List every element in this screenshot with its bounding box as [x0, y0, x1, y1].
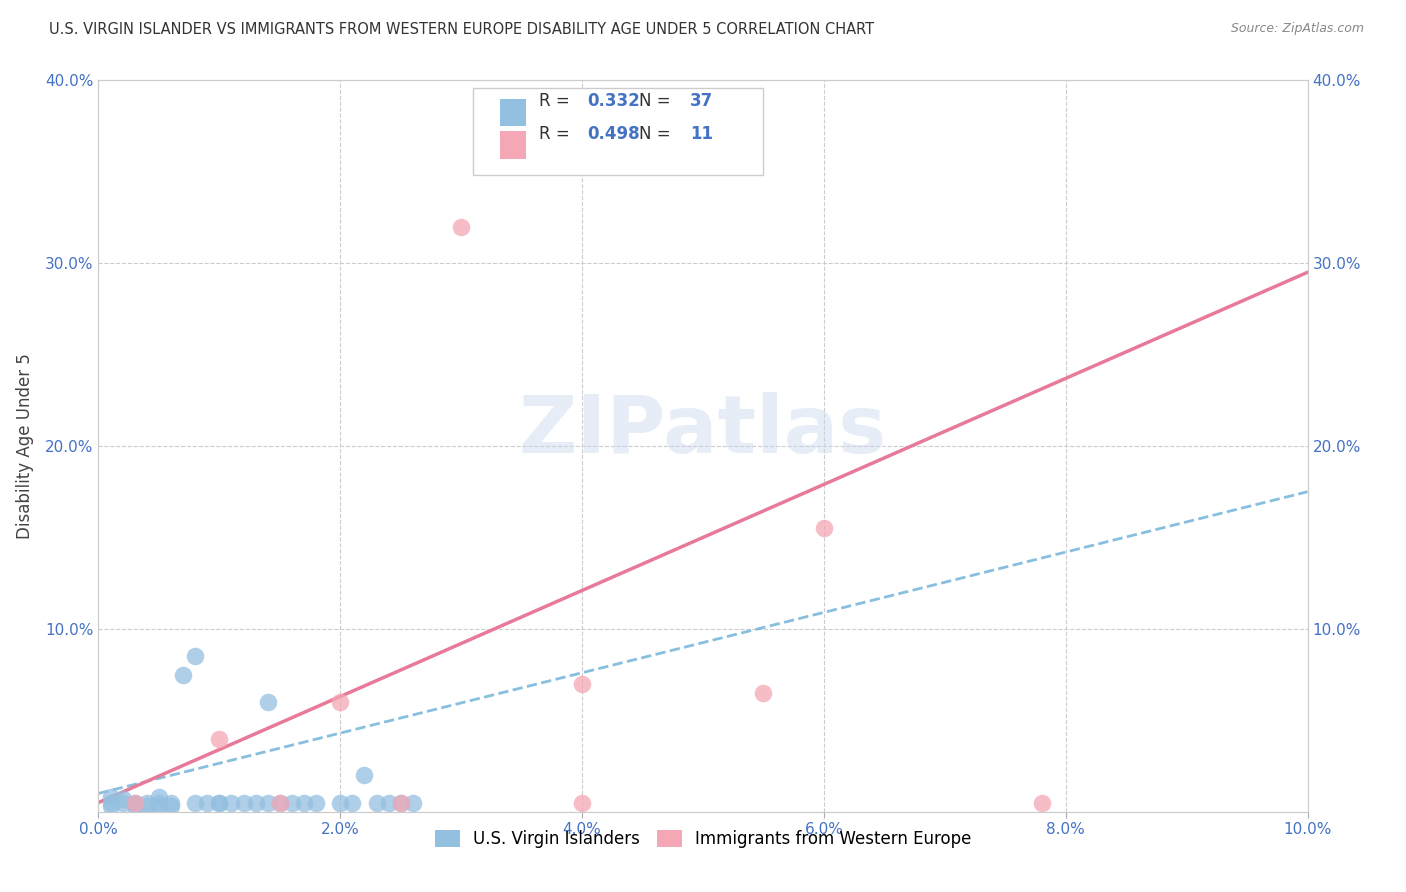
Point: [124, 796, 146, 810]
Text: 0.498: 0.498: [586, 125, 640, 143]
Legend: U.S. Virgin Islanders, Immigrants from Western Europe: U.S. Virgin Islanders, Immigrants from W…: [427, 823, 979, 855]
Point: [184, 796, 207, 810]
Bar: [501, 131, 526, 160]
Point: [100, 799, 122, 814]
Point: [256, 695, 278, 709]
Point: [111, 792, 134, 806]
Point: [148, 796, 170, 810]
Point: [402, 796, 425, 810]
Point: [111, 796, 134, 810]
Point: [269, 796, 291, 810]
Point: [353, 768, 375, 782]
Point: [100, 790, 122, 805]
Point: [195, 796, 218, 810]
Text: 37: 37: [690, 92, 713, 110]
Point: [232, 796, 254, 810]
Point: [160, 799, 183, 814]
Text: U.S. VIRGIN ISLANDER VS IMMIGRANTS FROM WESTERN EUROPE DISABILITY AGE UNDER 5 CO: U.S. VIRGIN ISLANDER VS IMMIGRANTS FROM …: [49, 22, 875, 37]
Text: R =: R =: [538, 125, 575, 143]
Point: [124, 796, 146, 810]
Point: [450, 219, 472, 234]
Point: [571, 676, 593, 690]
Point: [124, 799, 146, 814]
Point: [208, 731, 231, 746]
Point: [571, 796, 593, 810]
Point: [208, 796, 231, 810]
Point: [256, 796, 278, 810]
Point: [172, 667, 194, 681]
Point: [342, 796, 364, 810]
FancyBboxPatch shape: [474, 87, 763, 176]
Point: [135, 796, 157, 810]
Point: [245, 796, 267, 810]
Point: [148, 790, 170, 805]
Point: [305, 796, 328, 810]
Point: [1031, 796, 1053, 810]
Text: Source: ZipAtlas.com: Source: ZipAtlas.com: [1230, 22, 1364, 36]
Point: [281, 796, 304, 810]
Point: [184, 649, 207, 664]
Point: [160, 796, 183, 810]
Point: [389, 796, 412, 810]
Text: N =: N =: [638, 125, 676, 143]
Point: [292, 796, 315, 810]
Point: [221, 796, 243, 810]
Point: [269, 796, 291, 810]
Point: [148, 799, 170, 814]
Text: 11: 11: [690, 125, 713, 143]
Text: ZIPatlas: ZIPatlas: [519, 392, 887, 470]
Point: [329, 695, 352, 709]
Point: [813, 521, 835, 535]
Text: R =: R =: [538, 92, 575, 110]
Point: [208, 796, 231, 810]
Point: [752, 686, 775, 700]
Text: 0.332: 0.332: [586, 92, 640, 110]
Point: [135, 799, 157, 814]
Point: [100, 796, 122, 810]
Bar: [501, 98, 526, 127]
Point: [124, 797, 146, 812]
Point: [389, 796, 412, 810]
Point: [377, 796, 399, 810]
Point: [329, 796, 352, 810]
Point: [366, 796, 388, 810]
Text: N =: N =: [638, 92, 676, 110]
Y-axis label: Disability Age Under 5: Disability Age Under 5: [15, 353, 34, 539]
